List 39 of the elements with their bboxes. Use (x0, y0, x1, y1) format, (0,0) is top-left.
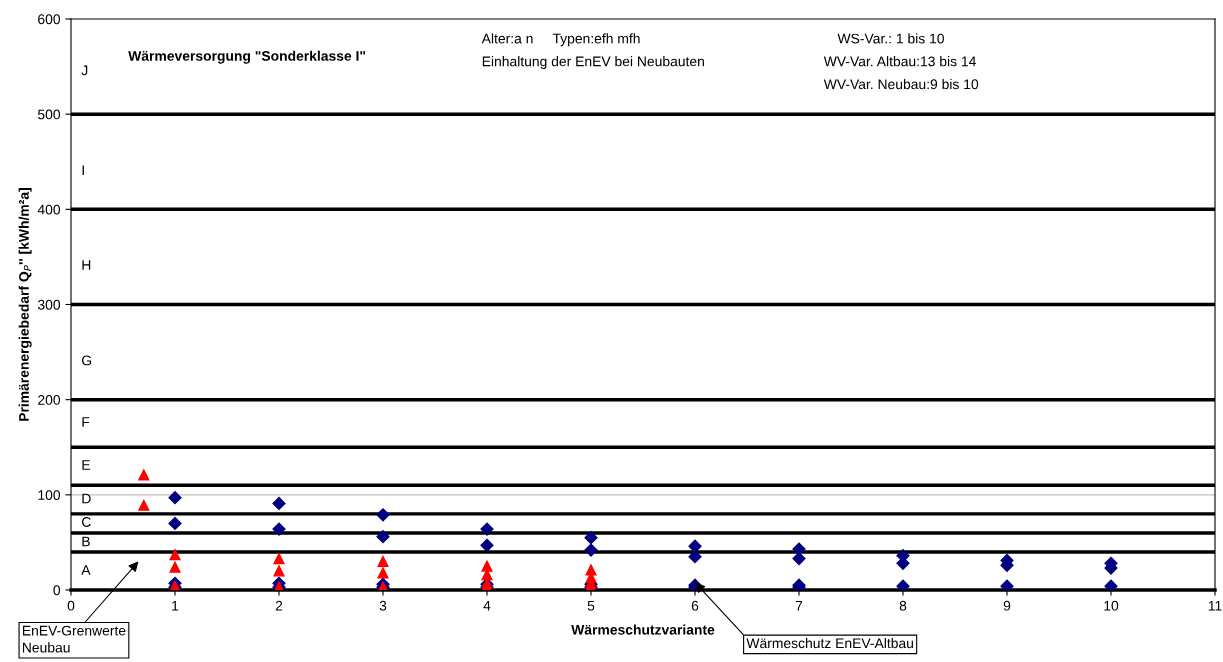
x-tick-label: 1 (172, 600, 179, 611)
text: EnEV-Grenwerte Neubau (22, 625, 126, 653)
x-tick-label: 6 (691, 600, 699, 611)
x-tick-label: 8 (899, 600, 907, 611)
x-tick-label: 4 (483, 600, 491, 611)
y-tick-label: 200 (38, 395, 61, 405)
x-axis-title: Wärmeschutzvariante (571, 624, 715, 635)
y-axis-title: Primärenergiebedarf Q$_{P}$'' [kWh/m²a] (18, 188, 32, 421)
text: Wärmeversorgung "Sonderklasse I" (128, 50, 366, 64)
annotation: WV-Var. Neubau:9 bis 10 (823, 78, 979, 90)
annotation: D (82, 493, 91, 504)
x-tick-label: 11 (1208, 600, 1222, 611)
annotation: A (81, 565, 91, 575)
annotation: B (82, 536, 90, 547)
annotation: J (81, 65, 88, 76)
annotation: H (82, 260, 91, 270)
annotation: E (82, 460, 90, 470)
y-tick-label: 400 (37, 204, 61, 215)
annotation: WV-Var. Altbau:13 bis 14 (823, 56, 976, 67)
annotation: F (82, 417, 90, 427)
annotation: Wärmeschutz EnEV-Altbau (746, 637, 913, 649)
annotation: Einhaltung der EnEV bei Neubauten (482, 56, 704, 70)
annotation: C (82, 517, 91, 527)
annotation: Alter:a n Typen:efh mfh (481, 33, 640, 47)
x-tick-label: 5 (587, 600, 595, 611)
annotation: G (81, 355, 92, 366)
annotation: WS-Var.: 1 bis 10 (837, 33, 944, 44)
x-tick-label: 10 (1104, 600, 1119, 611)
y-tick-label: 600 (38, 14, 61, 25)
x-tick-label: 0 (67, 600, 75, 611)
y-tick-label: 100 (38, 490, 61, 500)
y-tick-label: 500 (37, 109, 61, 120)
x-tick-label: 3 (379, 600, 387, 611)
annotation: I (82, 165, 84, 176)
x-tick-label: 2 (275, 600, 283, 611)
y-tick-label: 300 (37, 299, 61, 310)
x-tick-label: 7 (795, 600, 803, 611)
x-tick-label: 9 (1003, 600, 1011, 611)
y-tick-label: 0 (53, 585, 61, 596)
